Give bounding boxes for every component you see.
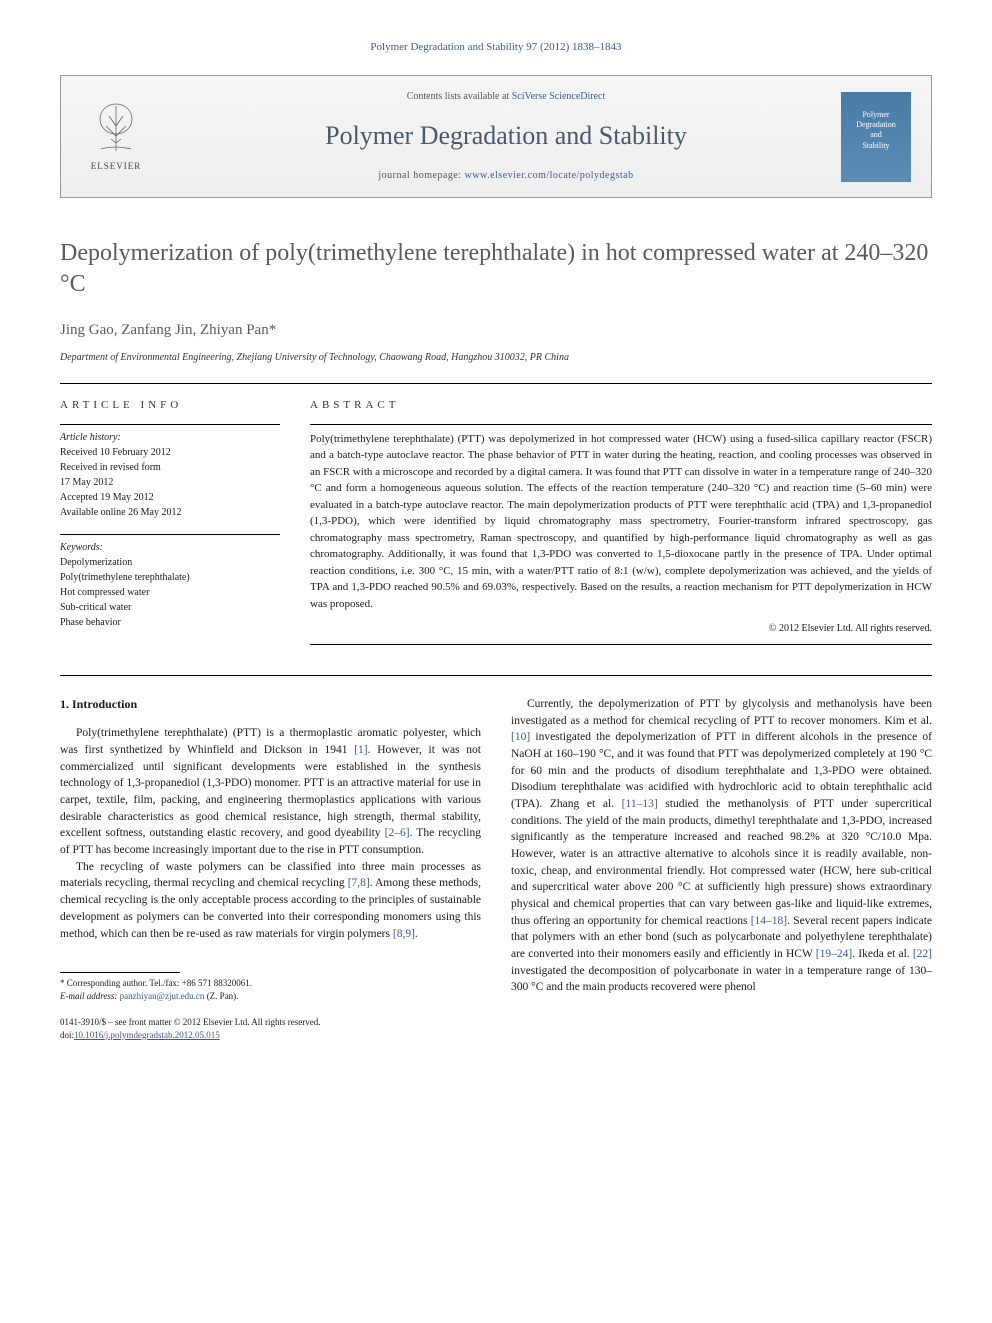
abstract-copyright: © 2012 Elsevier Ltd. All rights reserved… — [310, 622, 932, 636]
ref-link[interactable]: [19–24] — [816, 948, 852, 960]
elsevier-logo: ELSEVIER — [81, 97, 151, 177]
body-content: 1. Introduction Poly(trimethylene tereph… — [60, 696, 932, 1002]
history-block: Article history: Received 10 February 20… — [60, 424, 280, 520]
keyword: Sub-critical water — [60, 600, 280, 615]
corresponding-author: * Corresponding author. Tel./fax: +86 57… — [60, 977, 481, 990]
journal-name: Polymer Degradation and Stability — [171, 118, 841, 154]
email-footnote: E-mail address: panzhiyan@zjut.edu.cn (Z… — [60, 990, 481, 1003]
history-label: Article history: — [60, 431, 280, 445]
text: . — [415, 928, 418, 940]
ref-link[interactable]: [10] — [511, 731, 530, 743]
contents-line: Contents lists available at SciVerse Sci… — [171, 90, 841, 104]
intro-para-2: The recycling of waste polymers can be c… — [60, 859, 481, 942]
homepage-prefix: journal homepage: — [378, 170, 464, 181]
text: . However, it was not commercialized unt… — [60, 744, 481, 839]
divider — [60, 383, 932, 384]
keyword: Phase behavior — [60, 615, 280, 630]
ref-link[interactable]: [14–18] — [751, 915, 787, 927]
cover-line: and — [870, 130, 882, 140]
elsevier-label: ELSEVIER — [91, 160, 142, 173]
email-suffix: (Z. Pan). — [204, 991, 238, 1001]
cover-line: Degradation — [856, 120, 896, 130]
cover-line: Polymer — [862, 110, 889, 120]
issn-line: 0141-3910/$ – see front matter © 2012 El… — [60, 1016, 932, 1029]
ref-link[interactable]: [1] — [354, 744, 367, 756]
history-line: 17 May 2012 — [60, 475, 280, 490]
ref-link[interactable]: [2–6] — [385, 827, 410, 839]
text: . Ikeda et al. — [852, 948, 913, 960]
page-footer: 0141-3910/$ – see front matter © 2012 El… — [60, 1016, 932, 1041]
homepage-link[interactable]: www.elsevier.com/locate/polydegstab — [465, 170, 634, 181]
elsevier-tree-icon — [91, 101, 141, 156]
abstract: ABSTRACT Poly(trimethylene terephthalate… — [310, 398, 932, 645]
page-citation: Polymer Degradation and Stability 97 (20… — [60, 40, 932, 55]
text: studied the methanolysis of PTT under su… — [511, 798, 932, 927]
journal-header-box: ELSEVIER Contents lists available at Sci… — [60, 75, 932, 197]
history-line: Accepted 19 May 2012 — [60, 490, 280, 505]
intro-para-1: Poly(trimethylene terephthalate) (PTT) i… — [60, 725, 481, 858]
history-line: Received 10 February 2012 — [60, 445, 280, 460]
doi-link[interactable]: 10.1016/j.polymdegradstab.2012.05.015 — [74, 1030, 220, 1040]
history-line: Available online 26 May 2012 — [60, 505, 280, 520]
ref-link[interactable]: [11–13] — [622, 798, 658, 810]
intro-para-3: Currently, the depolymerization of PTT b… — [511, 696, 932, 996]
article-info-heading: ARTICLE INFO — [60, 398, 280, 413]
ref-link[interactable]: [8,9] — [393, 928, 415, 940]
divider — [60, 675, 932, 676]
journal-center: Contents lists available at SciVerse Sci… — [171, 90, 841, 182]
cover-line: Stability — [862, 141, 889, 151]
keyword: Depolymerization — [60, 555, 280, 570]
sciencedirect-link[interactable]: SciVerse ScienceDirect — [512, 91, 606, 102]
keyword: Hot compressed water — [60, 585, 280, 600]
text: investigated the decomposition of polyca… — [511, 965, 932, 994]
right-column: Currently, the depolymerization of PTT b… — [511, 696, 932, 1002]
keywords-block: Keywords: Depolymerization Poly(trimethy… — [60, 534, 280, 630]
history-line: Received in revised form — [60, 460, 280, 475]
affiliation: Department of Environmental Engineering,… — [60, 351, 932, 365]
left-column: 1. Introduction Poly(trimethylene tereph… — [60, 696, 481, 1002]
email-label: E-mail address: — [60, 991, 117, 1001]
keywords-label: Keywords: — [60, 541, 280, 555]
contents-prefix: Contents lists available at — [407, 91, 512, 102]
footnote-area: * Corresponding author. Tel./fax: +86 57… — [60, 972, 481, 1002]
authors: Jing Gao, Zanfang Jin, Zhiyan Pan* — [60, 320, 932, 341]
journal-homepage: journal homepage: www.elsevier.com/locat… — [171, 169, 841, 183]
text: Currently, the depolymerization of PTT b… — [511, 698, 932, 727]
doi-prefix: doi: — [60, 1030, 74, 1040]
email-link[interactable]: panzhiyan@zjut.edu.cn — [120, 991, 205, 1001]
ref-link[interactable]: [22] — [913, 948, 932, 960]
doi-line: doi:10.1016/j.polymdegradstab.2012.05.01… — [60, 1029, 932, 1042]
intro-heading: 1. Introduction — [60, 696, 481, 713]
article-title: Depolymerization of poly(trimethylene te… — [60, 238, 932, 300]
keyword: Poly(trimethylene terephthalate) — [60, 570, 280, 585]
abstract-text: Poly(trimethylene terephthalate) (PTT) w… — [310, 431, 932, 613]
article-info: ARTICLE INFO Article history: Received 1… — [60, 398, 280, 645]
abstract-heading: ABSTRACT — [310, 398, 932, 413]
journal-cover-thumb: Polymer Degradation and Stability — [841, 92, 911, 182]
info-abstract-row: ARTICLE INFO Article history: Received 1… — [60, 398, 932, 645]
ref-link[interactable]: [7,8] — [348, 877, 370, 889]
